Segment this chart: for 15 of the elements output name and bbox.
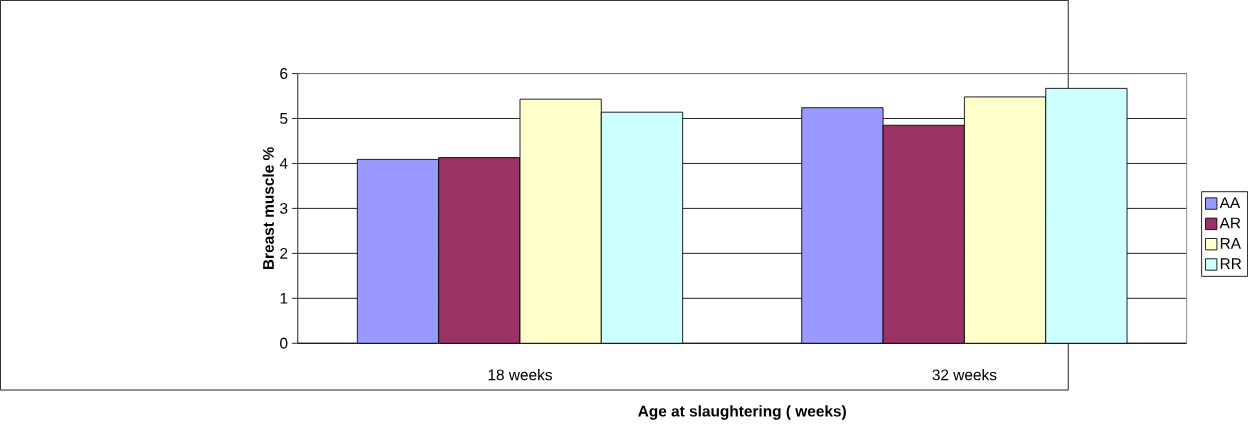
legend-label: AA — [1219, 197, 1241, 209]
y-tick-label: 2 — [280, 248, 288, 259]
legend-label: RA — [1220, 238, 1241, 249]
y-axis-title: Breast muscle % — [262, 147, 274, 270]
x-tick-label: 18 weeks — [488, 369, 552, 381]
x-axis-title: Age at slaughtering ( weeks) — [638, 405, 846, 420]
y-tick-label: 3 — [280, 203, 288, 215]
y-tick-label: 0 — [280, 338, 288, 349]
legend-label: RR — [1220, 258, 1242, 270]
y-tick-label: 6 — [280, 68, 288, 80]
legend-label: AR — [1219, 217, 1241, 229]
y-tick-label: 5 — [280, 113, 288, 125]
y-tick-label: 1 — [280, 293, 288, 304]
x-tick-label: 32 weeks — [932, 369, 997, 381]
y-tick-label: 4 — [279, 158, 288, 169]
